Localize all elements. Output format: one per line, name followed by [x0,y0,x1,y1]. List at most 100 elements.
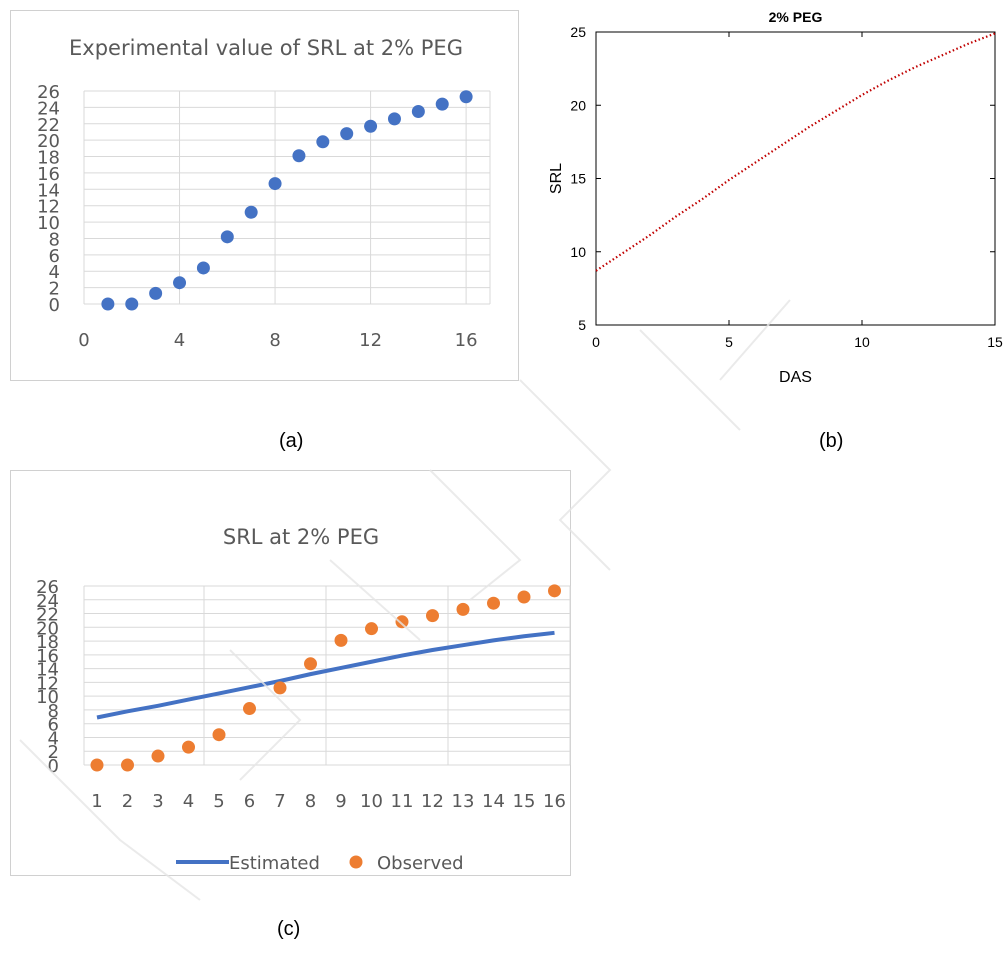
chart-a-point [220,230,234,244]
chart-c-xtick-label: 3 [152,791,163,812]
chart-c-xtick-label: 7 [274,791,285,812]
chart-a-ytick-label: 22 [37,115,60,136]
chart-c-xtick-label: 10 [360,791,383,812]
chart-c-observed-point [304,657,317,671]
chart-a-ytick-label: 8 [49,229,60,250]
chart-c-observed-point [121,758,134,772]
chart-c-ytick-label: 14 [36,660,59,681]
chart-a-point [125,297,139,311]
chart-c-xtick-label: 1 [91,791,102,812]
chart-a-point [340,127,354,141]
chart-a-point [316,135,330,149]
chart-c-xtick-label: 11 [391,791,414,812]
chart-a-point [364,119,378,133]
chart-b-ytick-label: 15 [570,171,586,187]
chart-b-xtick-label: 15 [987,334,1003,350]
chart-c-observed-point [212,728,226,742]
chart-c-ytick-label: 24 [36,591,59,612]
chart-a-point [411,104,425,118]
chart-a-svg: Experimental value of SRL at 2% PEG02468… [37,36,491,351]
chart-b-xtick-label: 5 [725,334,733,350]
chart-a-xtick-label: 8 [269,330,280,351]
chart-a-xtick-label: 12 [359,330,382,351]
chart-c-observed-point [151,749,165,763]
chart-c-xtick-label: 16 [543,791,566,812]
chart-b-panel: 2% PEG 5 10 15 20 25 0 5 10 15 DAS SRL [535,0,1005,392]
chart-a-point [435,97,449,111]
chart-c-observed-point [90,758,104,772]
caption-a: (a) [279,430,304,452]
chart-c-xtick-label: 5 [213,791,224,812]
chart-a-ytick-label: 6 [49,246,60,267]
chart-b-xtick-label: 10 [854,334,870,350]
chart-b-ytick-label: 5 [578,317,586,333]
chart-c-xtick-label: 8 [305,791,316,812]
chart-a-point [101,297,115,311]
chart-c-observed-point [243,702,256,716]
caption-b: (b) [819,430,844,452]
chart-a-ytick-label: 4 [49,262,60,283]
chart-b-ytick-label: 25 [570,24,586,40]
chart-a-ytick-label: 14 [37,180,60,201]
chart-b-xlabel: DAS [779,369,812,386]
chart-c-estimated-line [96,630,555,720]
chart-c-observed-point [334,633,348,647]
chart-c-xtick-label: 9 [335,791,346,812]
chart-a-point [387,112,401,126]
chart-a-ytick-label: 26 [37,82,60,103]
chart-c-observed-point [456,602,470,616]
chart-c-observed-point [517,590,531,604]
chart-c-observed-point [487,596,500,610]
chart-c-ytick-label: 22 [36,605,59,626]
chart-a-xtick-label: 0 [78,330,89,351]
chart-a-ytick-label: 20 [37,131,60,152]
chart-a-point [244,205,258,219]
chart-a-title: Experimental value of SRL at 2% PEG [69,36,463,60]
chart-c-ytick-label: 8 [48,701,59,722]
chart-a-point [173,276,187,290]
chart-c-ytick-label: 16 [36,646,59,667]
chart-a-ytick-label: 24 [37,98,60,119]
chart-c-observed-point [548,584,561,598]
chart-a-panel: Experimental value of SRL at 2% PEG 0 2 4 6 8… [10,10,519,381]
chart-c-legend-estimated-label: Estimated [229,853,320,874]
chart-c-title: SRL at 2% PEG [223,525,379,549]
chart-c-xtick-label: 15 [513,791,536,812]
chart-c-xtick-label: 6 [244,791,255,812]
chart-a-ytick-label: 2 [49,279,60,300]
chart-c-legend-observed-swatch [349,855,363,869]
chart-a-point [268,177,282,191]
chart-a-ytick-label: 0 [49,295,60,316]
chart-c-observed-point [365,622,378,636]
chart-c-ytick-label: 6 [48,715,59,736]
chart-b-axes-box [595,31,996,326]
chart-c-observed-point [426,609,439,623]
chart-b-ytick-label: 10 [570,244,586,260]
chart-a-point [149,286,163,300]
chart-c-xtick-label: 2 [122,791,133,812]
caption-c: (c) [277,918,301,940]
chart-a-point [196,261,210,275]
chart-c-xtick-label: 13 [452,791,475,812]
chart-a-ytick-label: 16 [37,164,60,185]
chart-c-ytick-label: 18 [36,632,59,653]
chart-c-observed-point [182,740,195,754]
chart-c-legend-observed-label: Observed [377,853,464,874]
chart-b-title: 2% PEG [769,9,823,25]
chart-b-fit-line [595,32,996,272]
chart-c-observed-point [273,681,287,695]
chart-c-observed-point [395,615,409,629]
chart-b-xtick-label: 0 [592,334,600,350]
chart-c-ytick-label: 20 [36,618,59,639]
chart-a-point [459,90,473,104]
chart-c-xtick-label: 4 [183,791,194,812]
chart-a-point [292,149,306,163]
chart-a-ytick-label: 12 [37,197,60,218]
chart-c-ytick-label: 4 [48,728,59,749]
chart-c-xtick-label: 14 [482,791,505,812]
chart-a-ytick-label: 18 [37,148,60,169]
chart-c-ytick-label: 10 [36,687,59,708]
chart-a-xtick-label: 4 [174,330,185,351]
